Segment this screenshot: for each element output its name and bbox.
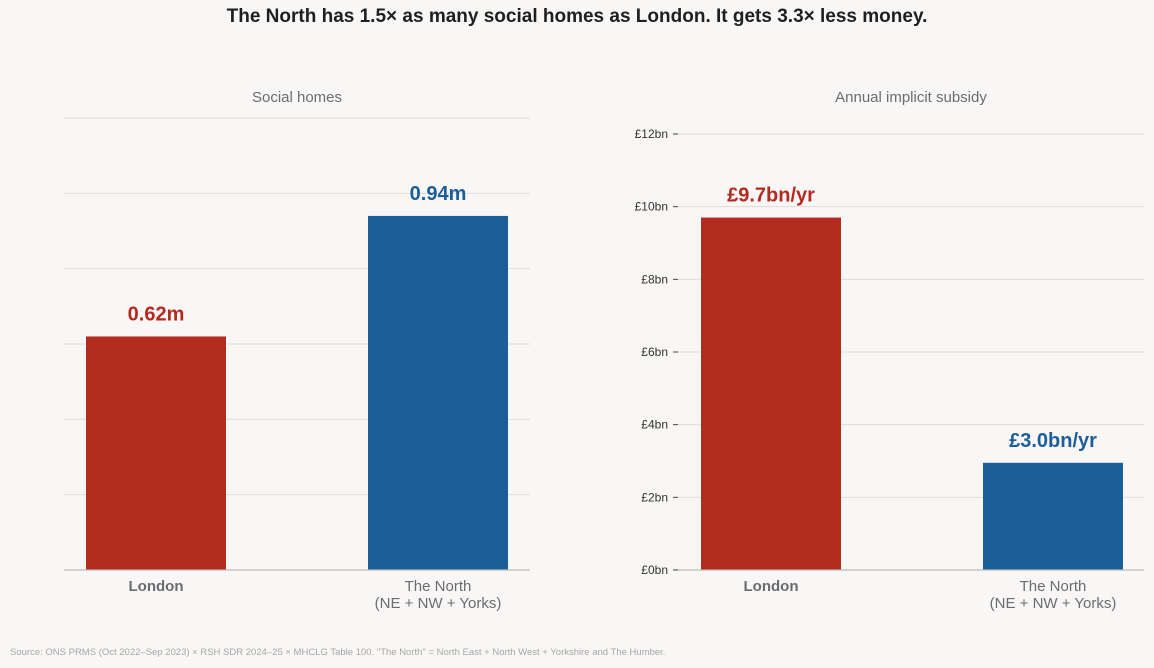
panel2-y-tick-label: £4bn bbox=[641, 418, 668, 432]
panel1-bar-north bbox=[368, 215, 508, 570]
panel2-bar-london bbox=[701, 217, 841, 571]
panel1-data-label: 0.62m bbox=[128, 303, 185, 325]
panel2-data-label: £9.7bn/yr bbox=[727, 185, 815, 207]
panel2-y-tick-label: £2bn bbox=[641, 490, 668, 504]
panel2-y-tick-label: £8bn bbox=[641, 272, 668, 286]
panel2-data-label: £3.0bn/yr bbox=[1009, 430, 1097, 452]
panel1-category-label: The North bbox=[405, 578, 472, 595]
panel1-title: Social homes bbox=[252, 89, 342, 106]
panel2-bar-north bbox=[983, 462, 1123, 570]
panel2-y-tick-label: £12bn bbox=[635, 127, 668, 141]
panel1-category-label: (NE + NW + Yorks) bbox=[375, 595, 502, 612]
panel2-category-label: The North bbox=[1020, 578, 1087, 595]
panel2-y-tick-label: £10bn bbox=[635, 200, 668, 214]
panel1-data-label: 0.94m bbox=[410, 183, 467, 205]
chart-title: The North has 1.5× as many social homes … bbox=[226, 6, 928, 27]
panel2-y-tick-label: £6bn bbox=[641, 345, 668, 359]
panel1-bar-london bbox=[86, 336, 226, 570]
panel1-category-label: London bbox=[129, 578, 184, 595]
panel2-y-tick-label: £0bn bbox=[641, 563, 668, 577]
panel2-category-label: London bbox=[744, 578, 799, 595]
panel2-title: Annual implicit subsidy bbox=[835, 89, 987, 106]
panel2-category-label: (NE + NW + Yorks) bbox=[990, 595, 1117, 612]
source-note: Source: ONS PRMS (Oct 2022–Sep 2023) × R… bbox=[10, 647, 666, 658]
